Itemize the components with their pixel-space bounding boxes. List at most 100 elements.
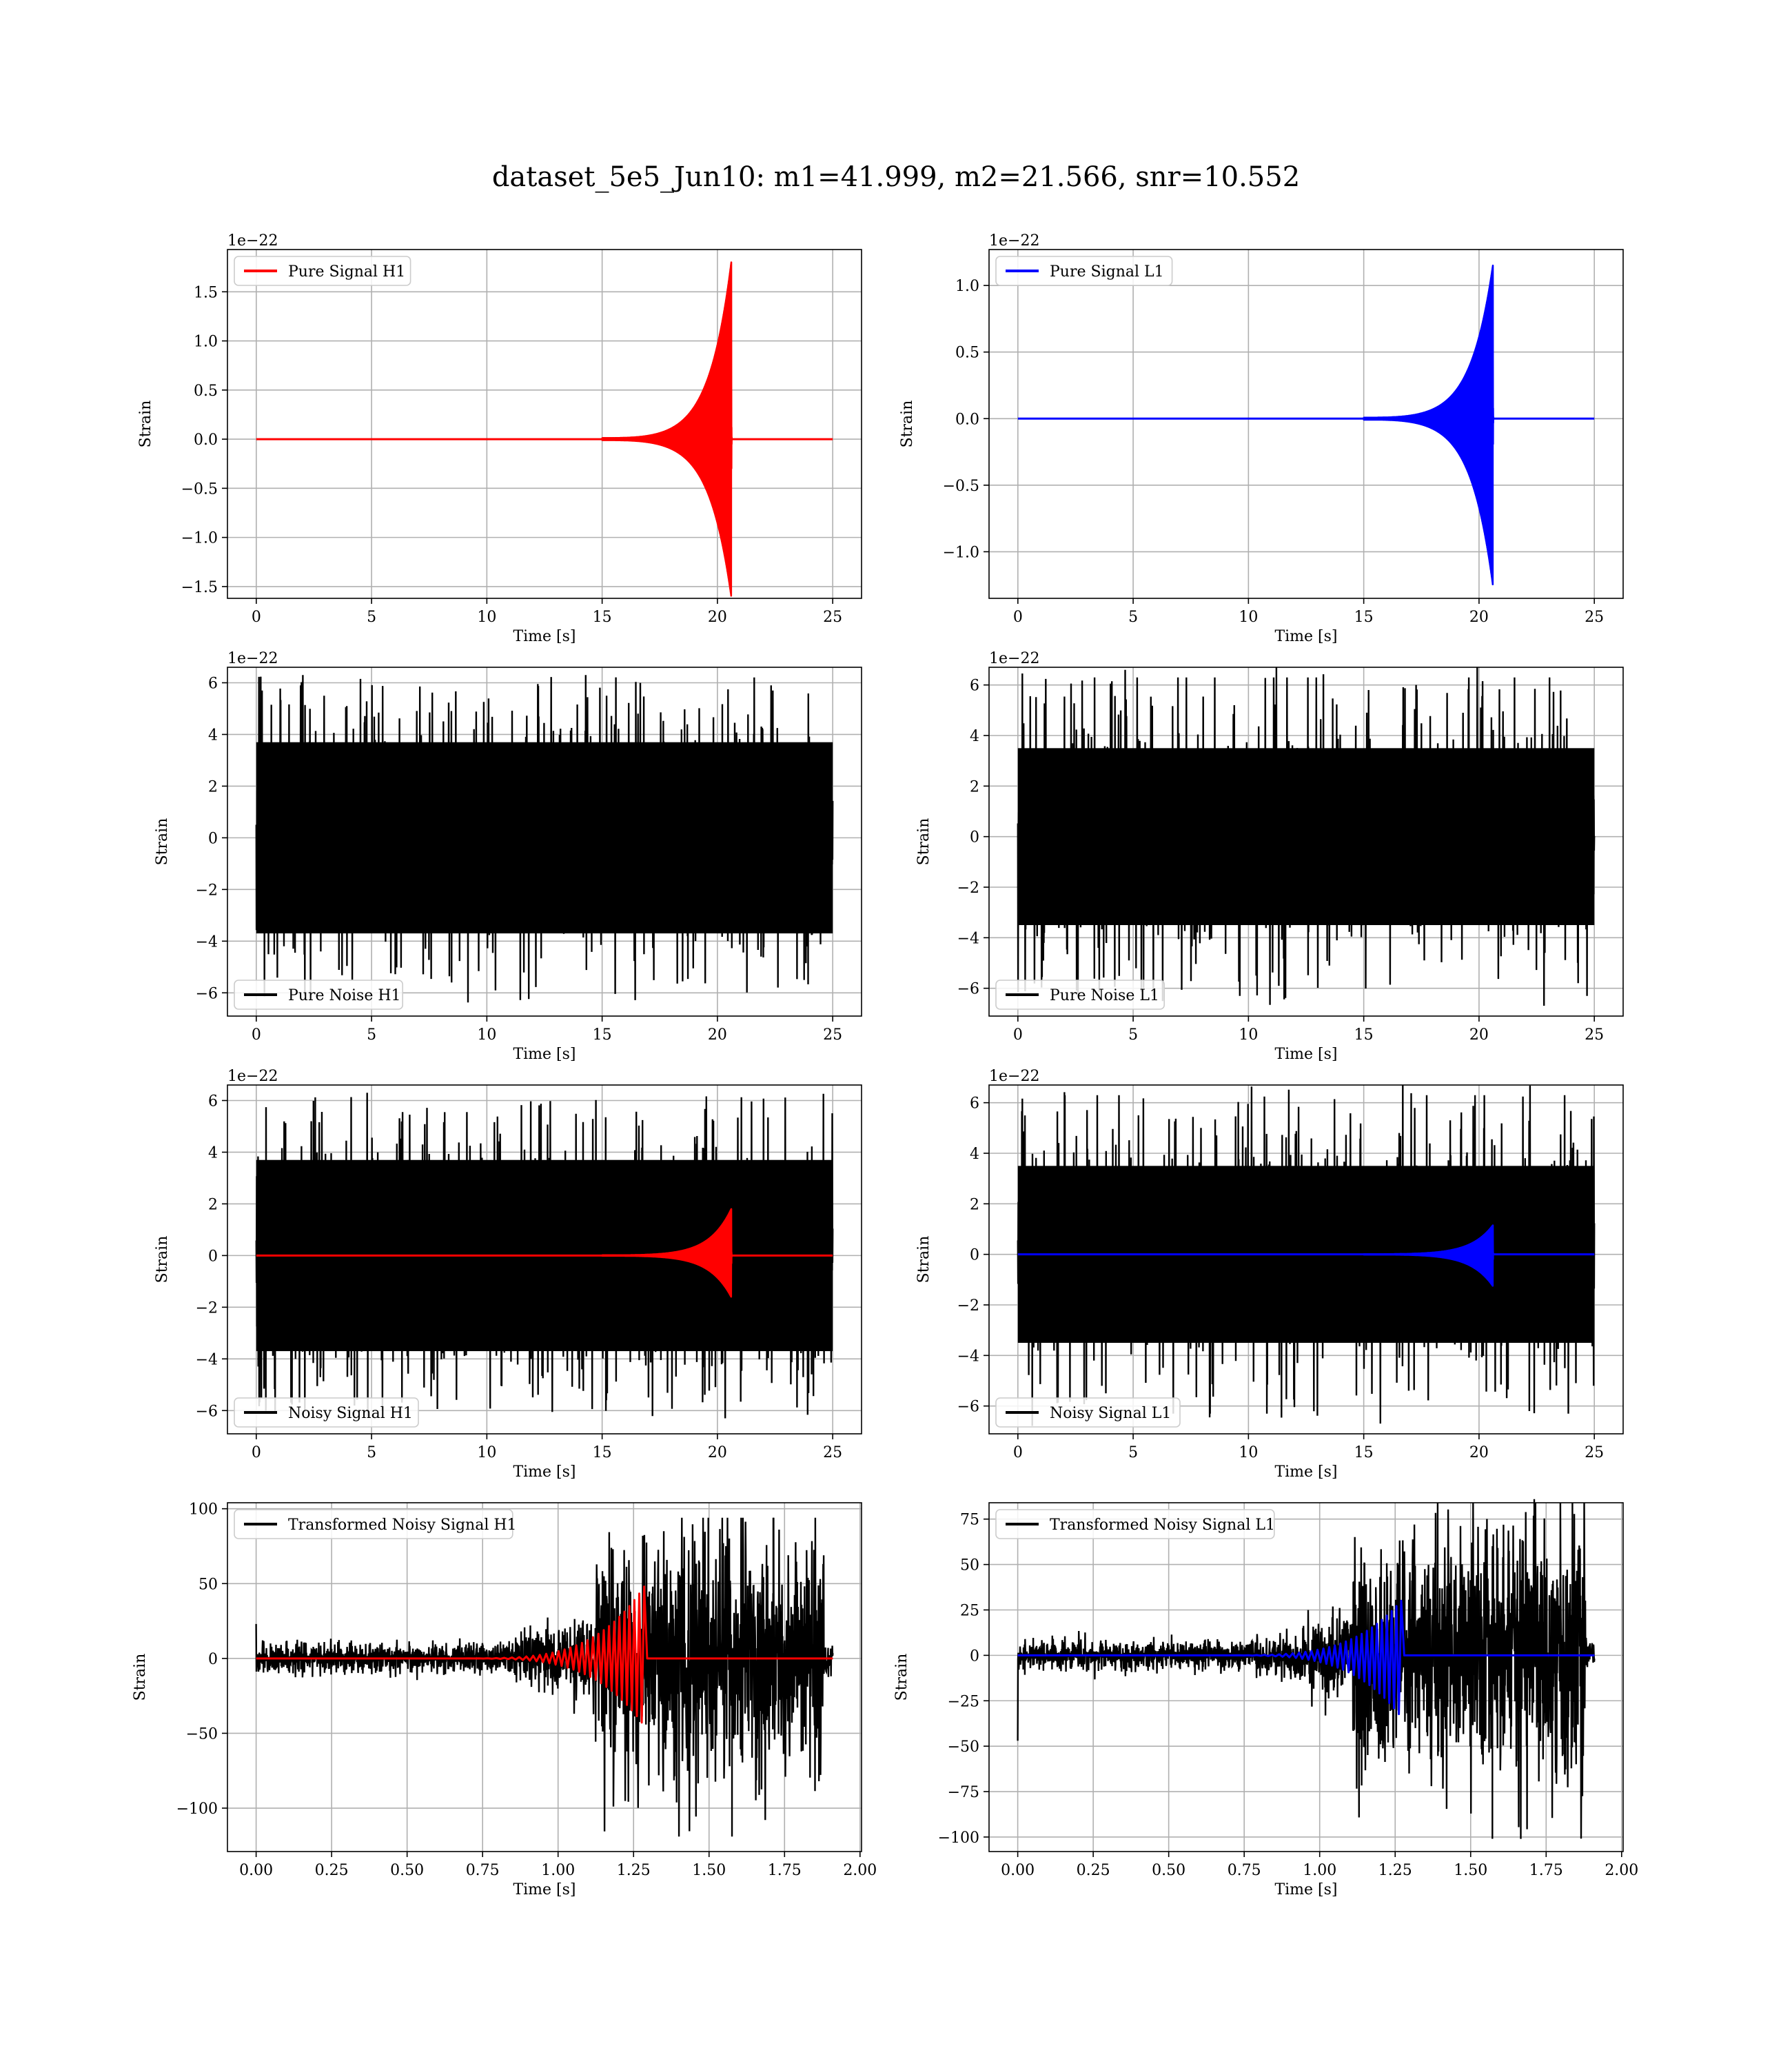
subplot-noisy-signal-h1: 0 5 10 15 20 25 −6 −4 −2 0 2 4 6 1e−22 Time [s] Strain N… [154,1068,862,1481]
x-tick-label: 1.75 [1529,1862,1563,1879]
y-tick-label: −0.5 [181,480,218,498]
offset-text: 1e−22 [989,1068,1039,1085]
offset-text: 1e−22 [227,1068,278,1085]
legend: Transformed Noisy Signal H1 [234,1509,517,1539]
y-axis-label: Strain [915,1236,933,1284]
offset-text: 1e−22 [227,232,278,250]
x-tick-label: 10 [477,1444,496,1461]
subplot-pure-signal-l1: 0 5 10 15 20 25 −1.0 −0.5 0.0 0.5 1.0 1e−22 Time [s]… [899,232,1624,645]
subplot-transformed-noisy-signal-l1: 0.00 0.25 0.50 0.75 1.00 1.25 1.50 1.75 2.00 −100… [893,1499,1638,1898]
axes-frame [988,1084,1624,1435]
x-tick-label: 5 [367,1026,376,1044]
legend: Noisy Signal H1 [234,1397,419,1428]
y-axis-label: Strain [132,1654,149,1701]
y-tick-label: −6 [196,1403,218,1420]
x-tick-label: 1.25 [617,1862,651,1879]
legend-label: Transformed Noisy Signal H1 [288,1517,517,1534]
y-axis-label: Strain [154,818,171,866]
legend-box [995,256,1173,286]
axes-frame [227,1084,862,1435]
x-axis-label: Time [s] [1274,1463,1337,1481]
y-axis-label: Strain [915,818,933,866]
y-tick-label: 2 [970,1196,979,1213]
x-tick-label: 0.50 [1152,1862,1185,1879]
legend-label: Transformed Noisy Signal L1 [1050,1517,1275,1534]
grid [227,1503,862,1852]
legend-label: Pure Signal H1 [288,263,405,281]
legend-label: Pure Signal L1 [1050,263,1164,281]
noise-trace [255,1093,834,1419]
subplot-noisy-signal-l1: 0 5 10 15 20 25 −6 −4 −2 0 2 4 6 1e−22 Time [s] Strain N… [915,1068,1624,1481]
y-tick-label: 0.5 [955,345,979,362]
x-tick-label: 0 [252,1444,261,1461]
y-tick-label: 1.0 [955,278,979,295]
x-tick-label: 25 [823,1026,842,1044]
series-chirp [1017,1599,1595,1716]
x-tick-label: 2.00 [843,1862,877,1879]
x-tick-label: 15 [1354,1026,1374,1044]
noise-trace [255,675,834,1003]
y-tick-label: −4 [196,1351,218,1368]
axes-frame [988,1502,1624,1852]
y-tick-label: −1.0 [181,530,218,547]
x-tick-label: 20 [1469,609,1489,626]
y-tick-label: 4 [970,1146,979,1163]
y-tick-label: 4 [970,728,979,745]
offset-text: 1e−22 [227,650,278,667]
subplot-pure-noise-h1: 0 5 10 15 20 25 −6 −4 −2 0 2 4 6 1e−22 Time [s] Strain P… [154,650,862,1063]
y-tick-label: 4 [208,1144,218,1162]
whitened-trace [1017,1503,1596,1839]
x-tick-label: 15 [593,609,612,626]
x-tick-label: 0.25 [1077,1862,1110,1879]
y-tick-label: −1.0 [943,544,979,561]
x-tick-label: 1.75 [768,1862,802,1879]
x-tick-label: 1.50 [692,1862,726,1879]
x-tick-label: 0.75 [1228,1862,1261,1879]
x-tick-label: 20 [708,1444,727,1461]
x-tick-label: 0.00 [1001,1862,1035,1879]
legend-label: Noisy Signal L1 [1050,1405,1171,1422]
y-tick-label: −6 [957,981,979,998]
y-axis-label: Strain [137,401,154,448]
y-tick-label: 1.0 [194,334,218,351]
x-tick-label: 0 [1013,1026,1023,1044]
x-axis-label: Time [s] [513,628,576,645]
x-tick-label: 0 [1013,1444,1023,1461]
x-tick-label: 1.00 [1303,1862,1336,1879]
x-tick-label: 20 [708,1026,727,1044]
x-tick-label: 5 [367,609,376,626]
y-tick-label: −100 [176,1801,218,1818]
x-tick-label: 15 [1354,609,1374,626]
axes-frame [988,667,1624,1017]
x-tick-label: 25 [823,609,842,626]
y-tick-label: 100 [189,1501,218,1519]
x-tick-label: 5 [1128,1444,1138,1461]
legend: Pure Signal L1 [995,256,1173,286]
subplot-transformed-noisy-signal-h1: 0.00 0.25 0.50 0.75 1.00 1.25 1.50 1.75 2.00 −100… [132,1501,877,1898]
x-axis-label: Time [s] [513,1463,576,1481]
legend-box [234,1397,419,1428]
x-tick-label: 25 [1585,609,1604,626]
legend-box [234,256,411,286]
x-axis-label: Time [s] [1274,1046,1337,1063]
series-chirp [256,1208,833,1298]
y-tick-label: −2 [196,882,218,899]
y-tick-label: 0 [970,1247,979,1264]
y-tick-label: 0.5 [194,383,218,400]
legend-label: Noisy Signal H1 [288,1405,413,1422]
chirp-waveform [1017,1599,1595,1716]
x-tick-label: 5 [367,1444,376,1461]
chirp-waveform [601,261,733,597]
x-tick-label: 20 [708,609,727,626]
x-tick-label: 0.50 [390,1862,424,1879]
y-tick-label: 6 [208,675,218,692]
series-chirp [256,1585,833,1724]
chirp-waveform [601,1208,733,1298]
x-tick-label: 10 [1239,609,1258,626]
x-tick-label: 10 [477,1026,496,1044]
series-chirp [1017,1224,1595,1287]
y-tick-label: 1.5 [194,284,218,301]
x-tick-label: 0 [1013,609,1023,626]
legend-label: Pure Noise L1 [1050,987,1159,1004]
x-tick-label: 0.75 [466,1862,500,1879]
